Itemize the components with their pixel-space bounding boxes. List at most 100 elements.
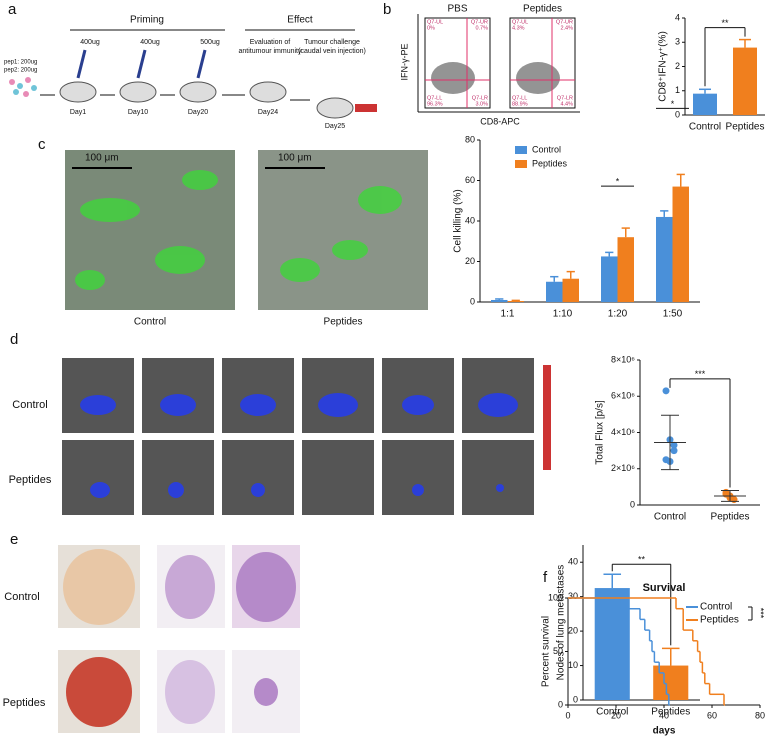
x-tick-label: Peptides	[726, 122, 765, 133]
y-tick-label: 60	[465, 175, 475, 185]
y-tick-label: 80	[465, 134, 475, 144]
mice	[59, 81, 354, 119]
day: Day10	[128, 109, 148, 116]
quadrant-label: Q7-LR	[472, 95, 488, 101]
y-axis-label: CD8⁺IFN-γ⁺(%)	[658, 31, 669, 102]
bar	[491, 299, 508, 302]
y-tick-label: 0	[558, 699, 563, 709]
panel-label: d	[10, 331, 18, 348]
row-label: Control	[12, 399, 47, 411]
significance: ***	[756, 608, 766, 619]
legend-label: Peptides	[532, 158, 568, 168]
x-axis-label: CD8-APC	[480, 116, 520, 126]
challenge: Tumour challenge	[304, 39, 360, 46]
image-label: Control	[134, 317, 166, 328]
quadrant-pct: 0%	[427, 25, 435, 31]
bar	[733, 47, 757, 115]
y-tick-label: 10	[568, 660, 578, 670]
x-tick-label: Control	[689, 122, 721, 133]
x-tick-label: 1:20	[608, 309, 628, 320]
bar	[546, 281, 563, 302]
y-axis-label: IFN-γ-PE	[399, 44, 409, 81]
scale-bar: 100 μm	[85, 153, 119, 164]
significance: *	[671, 99, 675, 109]
quadrant-label: Q7-LR	[557, 95, 573, 101]
quadrant-label: Q7-UR	[556, 19, 573, 25]
panel-label: b	[383, 1, 391, 18]
quadrant-label: Q7-UL	[512, 19, 528, 25]
x-tick-label: 80	[755, 710, 765, 720]
chart-title: Survival	[643, 582, 686, 594]
legend-label: Control	[532, 144, 561, 154]
bar	[617, 237, 634, 302]
y-tick-label: 100	[548, 592, 563, 602]
x-axis-label: days	[653, 726, 676, 737]
y-tick-label: 3	[675, 37, 680, 47]
schematic: pep1: 200ug pep2: 200ug Priming Effect 4…	[4, 15, 377, 130]
day: Day20	[188, 109, 208, 116]
bar	[672, 186, 689, 302]
x-tick-label: 1:50	[663, 309, 683, 320]
plot-title: PBS	[447, 4, 467, 15]
phase: Effect	[287, 15, 313, 26]
x-tick-label: 40	[659, 710, 669, 720]
phase: Priming	[130, 15, 164, 26]
bar	[594, 588, 630, 700]
bar	[507, 300, 524, 302]
dose: 500ug	[200, 39, 220, 46]
quadrant-pct: 3.0%	[475, 101, 488, 107]
evaluation: Evaluation of	[250, 39, 291, 46]
significance: **	[638, 555, 646, 565]
quadrant-pct: 4.3%	[512, 25, 525, 31]
y-tick-label: 2×10⁶	[611, 463, 635, 473]
x-tick-label: Control	[654, 512, 686, 523]
x-tick-label: 20	[611, 710, 621, 720]
y-tick-label: 0	[630, 499, 635, 509]
colorbar	[543, 365, 551, 470]
y-tick-label: 0	[573, 694, 578, 704]
x-tick-label: 1:1	[501, 309, 515, 320]
y-axis-label: Cell killing (%)	[453, 189, 464, 252]
dose: 400ug	[140, 39, 160, 46]
legend-swatch	[515, 146, 527, 154]
peptide-dose: pep2: 200ug	[4, 68, 37, 74]
x-tick-label: Control	[596, 707, 628, 718]
arrows	[40, 94, 310, 101]
syringe	[355, 104, 377, 112]
image-label: Peptides	[324, 317, 363, 328]
day: Day24	[258, 109, 278, 116]
panel-labels: a b c d e f	[8, 1, 548, 586]
day: Day25	[325, 123, 345, 130]
y-tick-label: 40	[568, 557, 578, 567]
y-tick-label: 0	[470, 296, 475, 306]
y-axis-label: Nodes of lung metastases	[556, 565, 567, 681]
point	[662, 387, 670, 395]
panel-label: e	[10, 531, 18, 548]
y-tick-label: 50	[553, 646, 563, 656]
bar	[656, 216, 673, 302]
y-tick-label: 6×10⁶	[611, 391, 635, 401]
point	[670, 441, 678, 449]
y-tick-label: 2	[675, 61, 680, 71]
syringes	[76, 49, 207, 79]
cell-cloud	[516, 62, 560, 94]
evaluation: antitumour immunity	[238, 48, 302, 55]
row-label: Peptides	[3, 697, 46, 709]
quadrant-label: Q7-UL	[427, 19, 443, 25]
y-axis-label: Total Flux [p/s]	[595, 400, 606, 465]
significance: ***	[695, 369, 706, 379]
significance: *	[616, 176, 620, 186]
plot-title: Peptides	[523, 4, 562, 15]
quadrant-pct: 4.4%	[560, 101, 573, 107]
legend-label: Control	[700, 602, 732, 613]
quadrant-pct: 96.3%	[427, 101, 443, 107]
quadrant-label: Q7-LL	[512, 95, 527, 101]
bar	[693, 93, 717, 115]
row-label: Control	[4, 591, 39, 603]
y-tick-label: 4×10⁶	[611, 427, 635, 437]
challenge: (caudal vein injection)	[298, 48, 366, 55]
legend-label: Peptides	[700, 615, 739, 626]
panel-label: a	[8, 1, 17, 18]
image	[258, 150, 428, 310]
